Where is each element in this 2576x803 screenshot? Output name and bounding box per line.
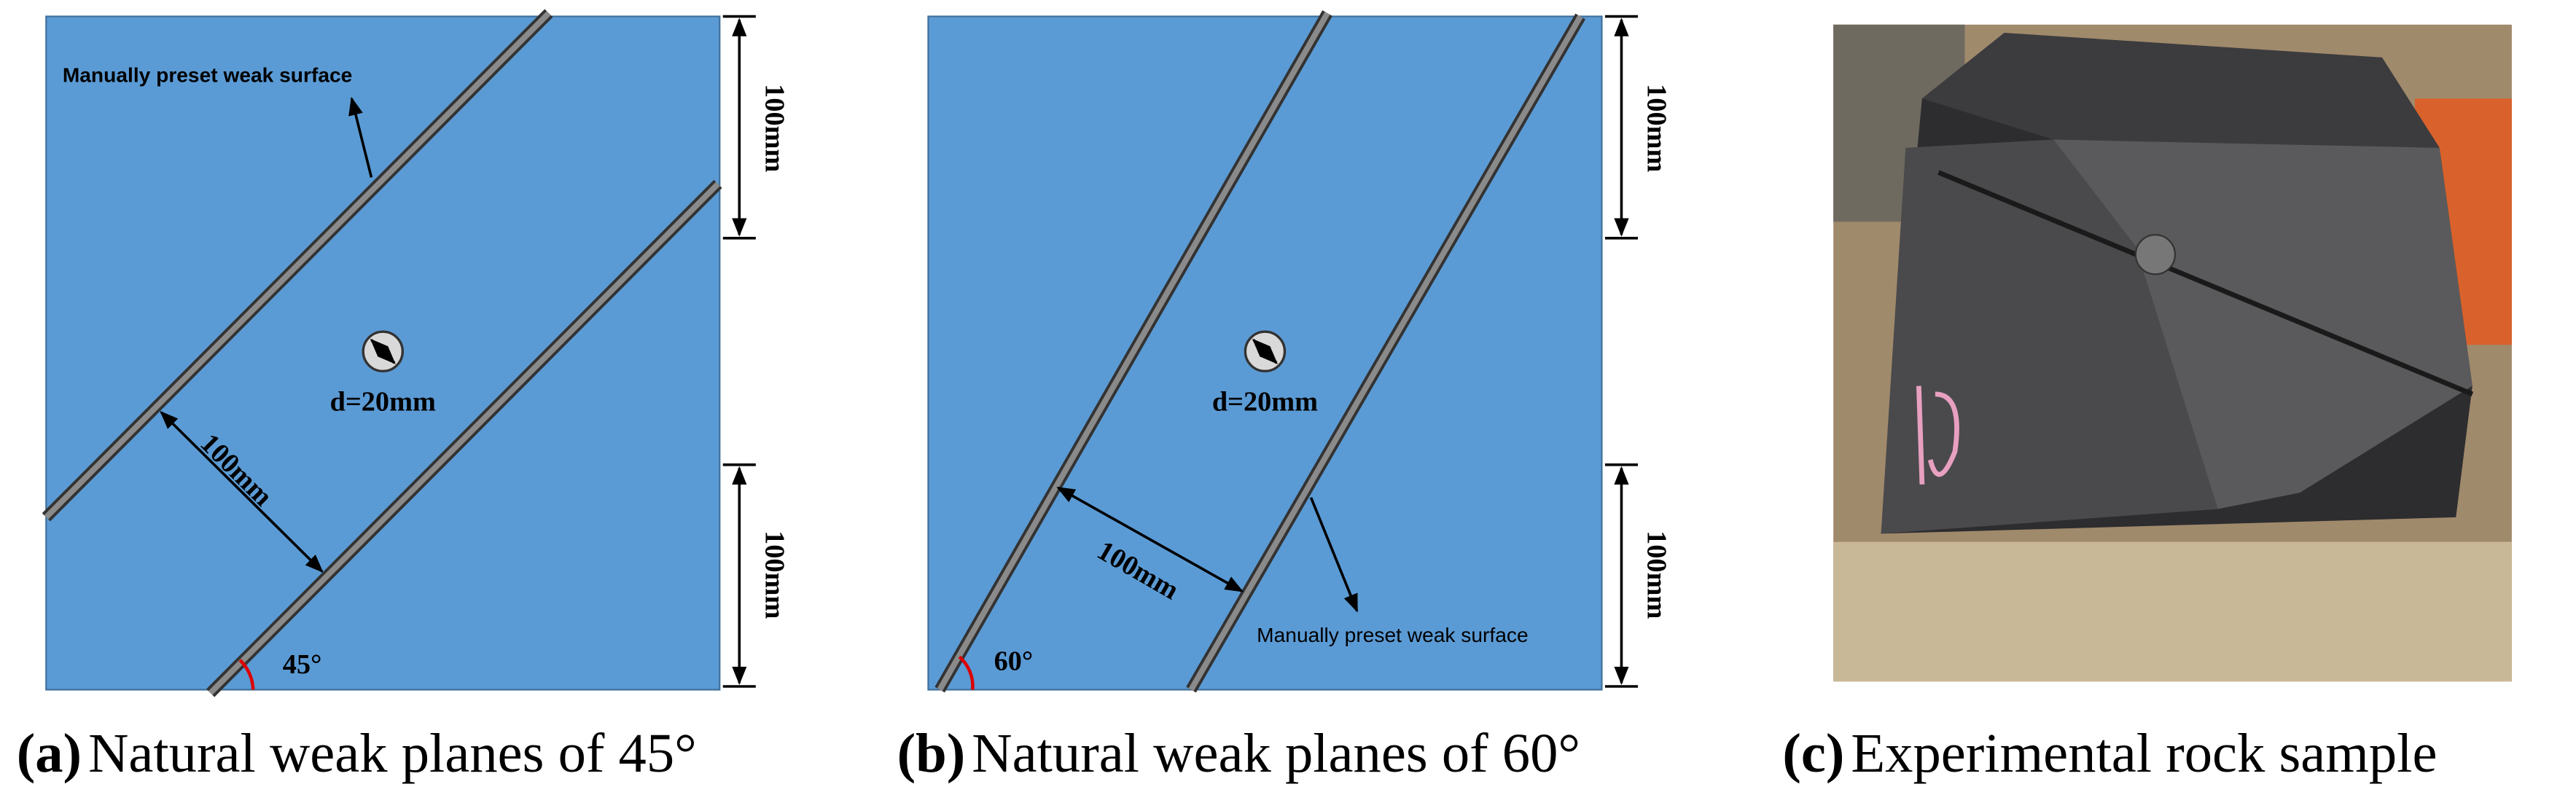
panel-c: (c) Experimental rock sample bbox=[1782, 24, 2512, 784]
weak-plane-fill bbox=[208, 181, 720, 695]
diameter: d=20mm bbox=[330, 386, 436, 417]
weak-surface-label: Manually preset weak surface bbox=[63, 64, 353, 87]
bottom-dim: 100mm bbox=[1642, 530, 1672, 619]
weak-surface-label: Manually preset weak surface bbox=[1257, 624, 1528, 646]
weak-plane-fill bbox=[1188, 15, 1583, 692]
top-dim: 100mm bbox=[1642, 84, 1672, 172]
top-dim: 100mm bbox=[759, 84, 789, 172]
dimension bbox=[722, 15, 756, 688]
caption: (c) Experimental rock sample bbox=[1782, 722, 2437, 784]
dimension bbox=[1604, 15, 1639, 688]
bottom-dim: 100mm bbox=[759, 530, 789, 619]
caption: (a) Natural weak planes of 45° bbox=[17, 722, 697, 784]
panel-b: 100mm 100mm d=20mm 100mm Manually preset… bbox=[897, 10, 1672, 784]
weak-plane-fill bbox=[44, 11, 551, 520]
angle: 45° bbox=[283, 649, 322, 680]
diameter: d=20mm bbox=[1212, 386, 1318, 417]
weak-plane-fill bbox=[937, 12, 1330, 692]
caption: (b) Natural weak planes of 60° bbox=[897, 722, 1580, 784]
panel-a: 100mm 100mm d=20mm 100mm Manually preset… bbox=[17, 9, 789, 784]
angle: 60° bbox=[994, 646, 1034, 676]
